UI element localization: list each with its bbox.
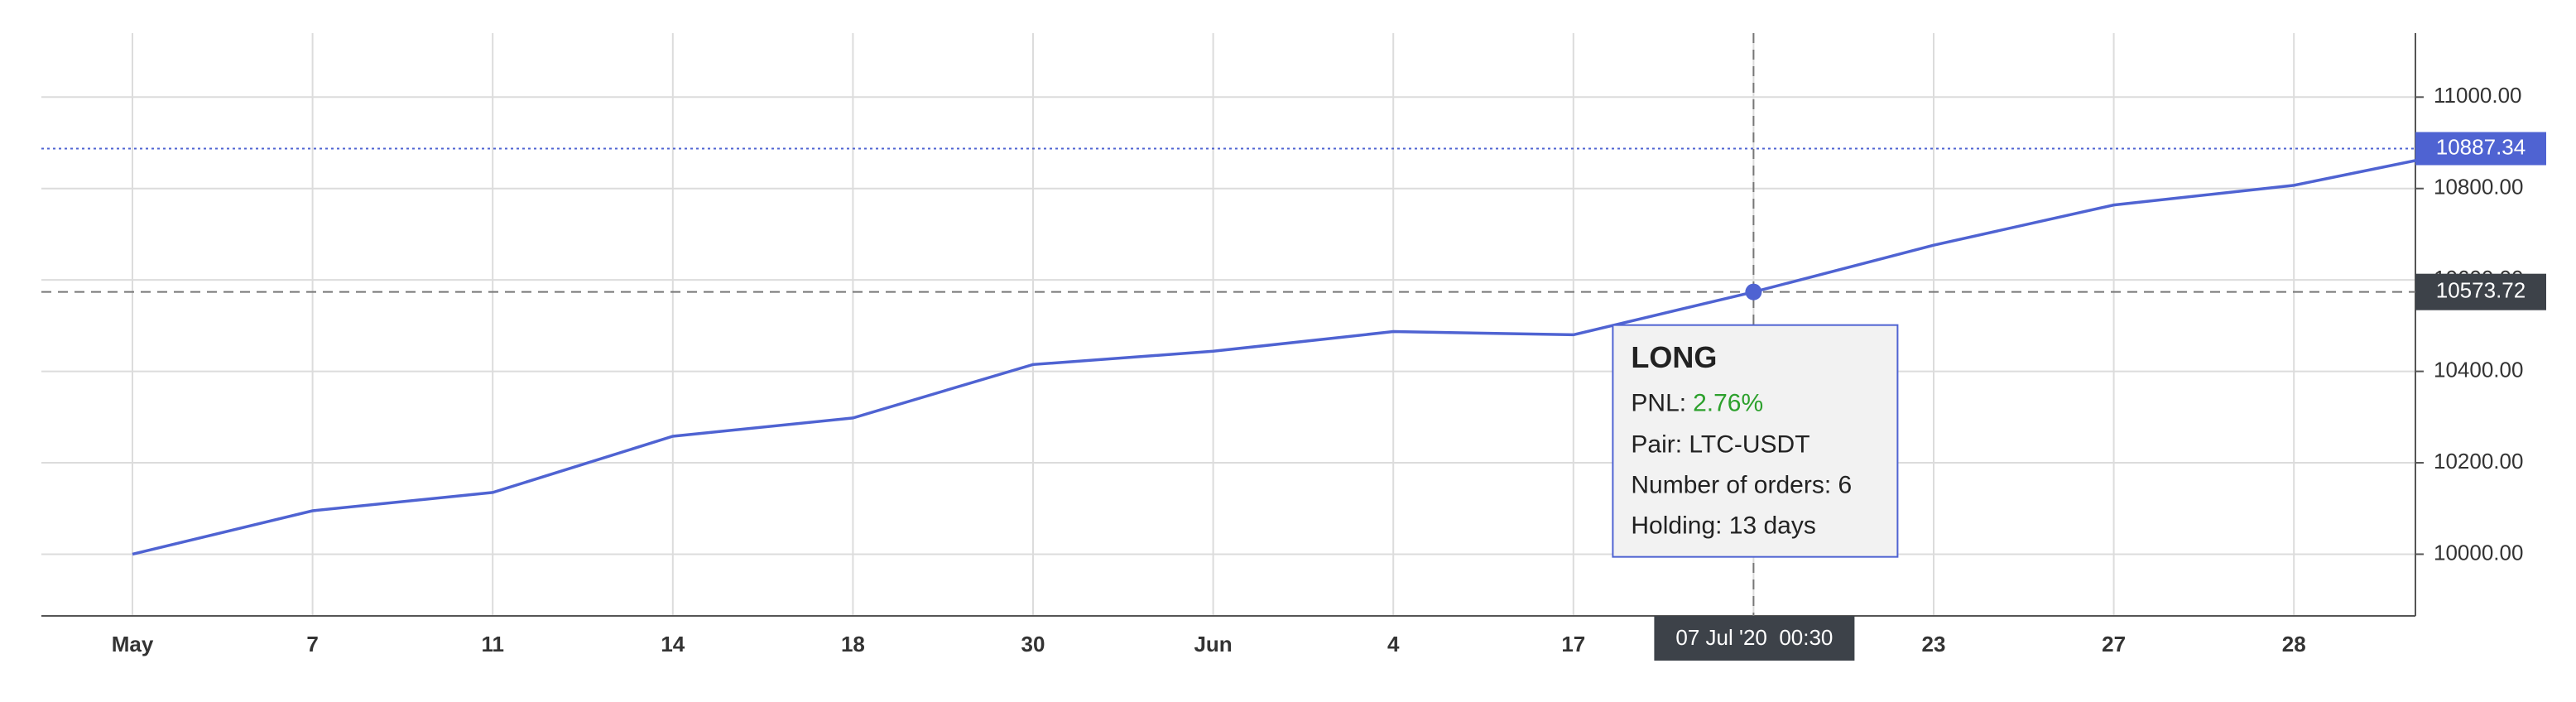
tooltip-title: LONG <box>1631 340 1717 374</box>
y-tick-label: 10000.00 <box>2434 540 2523 565</box>
x-tick-label: 18 <box>841 632 865 656</box>
tooltip-line: Number of orders: 6 <box>1631 472 1852 499</box>
y-tick-label: 10400.00 <box>2434 357 2523 382</box>
crosshair-x-box <box>1654 616 1855 661</box>
x-tick-label: 28 <box>2282 632 2306 656</box>
x-tick-label: 11 <box>481 632 504 656</box>
pnl-value: 2.76% <box>1693 390 1763 417</box>
tooltip-line: Holding: 13 days <box>1631 512 1815 540</box>
x-tick-label: 17 <box>1561 632 1585 656</box>
crosshair-y-label: 10573.72 <box>2436 278 2526 303</box>
tooltip-line: Pair: LTC-USDT <box>1631 431 1809 459</box>
last-value-box <box>2415 132 2546 166</box>
crosshair-x-label: 07 Jul '20 00:30 <box>1675 625 1833 650</box>
x-tick-label: 7 <box>306 632 318 656</box>
x-tick-label: 14 <box>661 632 685 656</box>
x-tick-label: 4 <box>1387 632 1400 656</box>
hover-point <box>1745 283 1762 301</box>
line-series <box>132 159 2415 556</box>
crosshair-y-box <box>2415 273 2546 310</box>
x-tick-label: 30 <box>1021 632 1045 656</box>
y-tick-label: 11000.00 <box>2434 83 2522 108</box>
tooltip-pnl: PNL: 2.76% <box>1631 390 1763 417</box>
tooltip-box <box>1612 324 1899 558</box>
y-tick-label: 10800.00 <box>2434 175 2523 200</box>
x-tick-label: 23 <box>1922 632 1946 656</box>
y-tick-label: 10200.00 <box>2434 449 2523 474</box>
pnl-label: PNL: <box>1631 390 1686 417</box>
last-value-label: 10887.34 <box>2436 134 2526 159</box>
x-tick-label: 27 <box>2102 632 2126 656</box>
x-tick-label: Jun <box>1194 632 1232 656</box>
x-tick-label: May <box>112 632 154 656</box>
